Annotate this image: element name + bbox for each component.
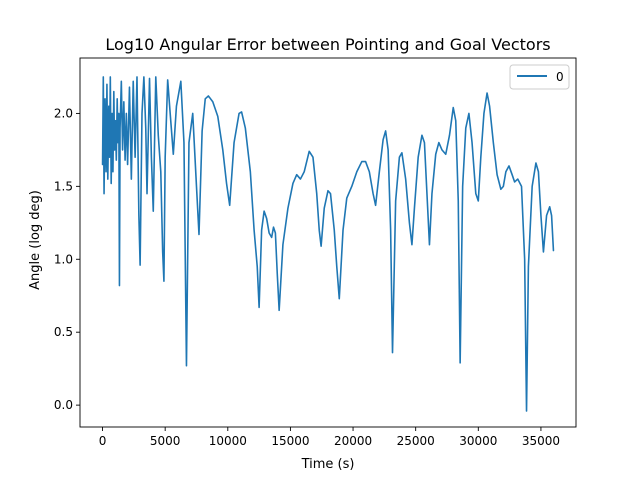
legend-label-series-0: 0 [556, 70, 564, 84]
plot-area [79, 57, 577, 428]
x-tick-label: 15000 [271, 434, 309, 448]
y-axis: 0.0 0.5 1.0 1.5 2.0 [54, 106, 80, 412]
x-tick-label: 35000 [522, 434, 560, 448]
y-tick-label: 0.5 [54, 325, 73, 339]
chart-title: Log10 Angular Error between Pointing and… [105, 35, 550, 54]
x-tick-label: 20000 [334, 434, 372, 448]
x-tick-label: 30000 [459, 434, 497, 448]
x-axis: 0 5000 10000 15000 20000 25000 30000 35000 [99, 427, 560, 448]
y-axis-label: Angle (log deg) [28, 190, 43, 290]
y-tick-label: 2.0 [54, 106, 73, 120]
series-line-0 [101, 76, 555, 412]
axes-frame [79, 57, 577, 428]
x-tick-label: 10000 [209, 434, 247, 448]
y-tick-label: 1.5 [54, 179, 73, 193]
y-tick-label: 0.0 [54, 398, 73, 412]
y-tick-label: 1.0 [54, 252, 73, 266]
x-axis-label: Time (s) [301, 457, 355, 472]
x-tick-label: 0 [99, 434, 107, 448]
legend: 0 [509, 64, 570, 90]
x-tick-label: 5000 [150, 434, 181, 448]
x-tick-label: 25000 [397, 434, 435, 448]
